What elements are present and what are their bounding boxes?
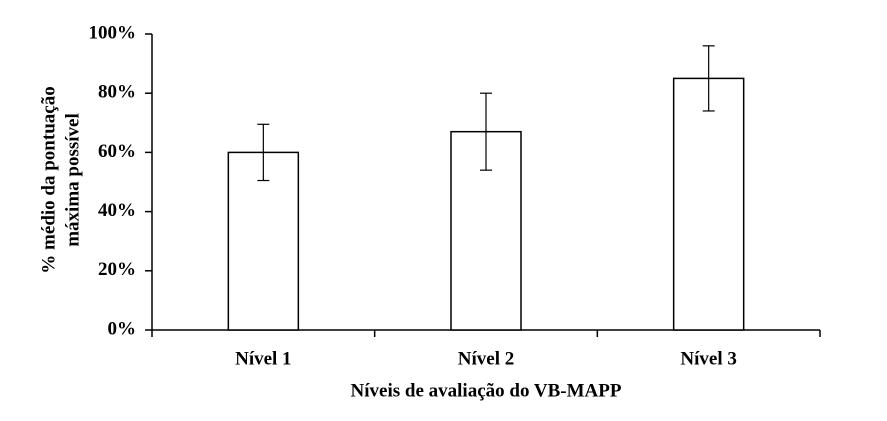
x-tick-label: Nível 3 xyxy=(680,348,736,369)
error-bar xyxy=(702,45,715,112)
x-tick-label: Nível 2 xyxy=(458,348,514,369)
y-axis-label: % médio da pontuação xyxy=(38,86,59,273)
bar xyxy=(227,151,300,331)
y-tick-label: 80% xyxy=(98,82,136,103)
error-bar xyxy=(257,123,270,182)
bar xyxy=(672,77,745,331)
x-axis-label: Níveis de avaliação do VB-MAPP xyxy=(351,380,622,401)
y-tick-label: 100% xyxy=(89,22,137,43)
error-bar xyxy=(480,92,492,171)
y-tick-label: 40% xyxy=(98,200,136,221)
y-tick-label: 20% xyxy=(98,259,136,280)
y-tick-label: 0% xyxy=(108,318,137,339)
y-axis-label: máxima possível xyxy=(62,113,83,247)
x-tick-label: Nível 1 xyxy=(235,348,291,369)
y-tick-label: 60% xyxy=(98,141,136,162)
